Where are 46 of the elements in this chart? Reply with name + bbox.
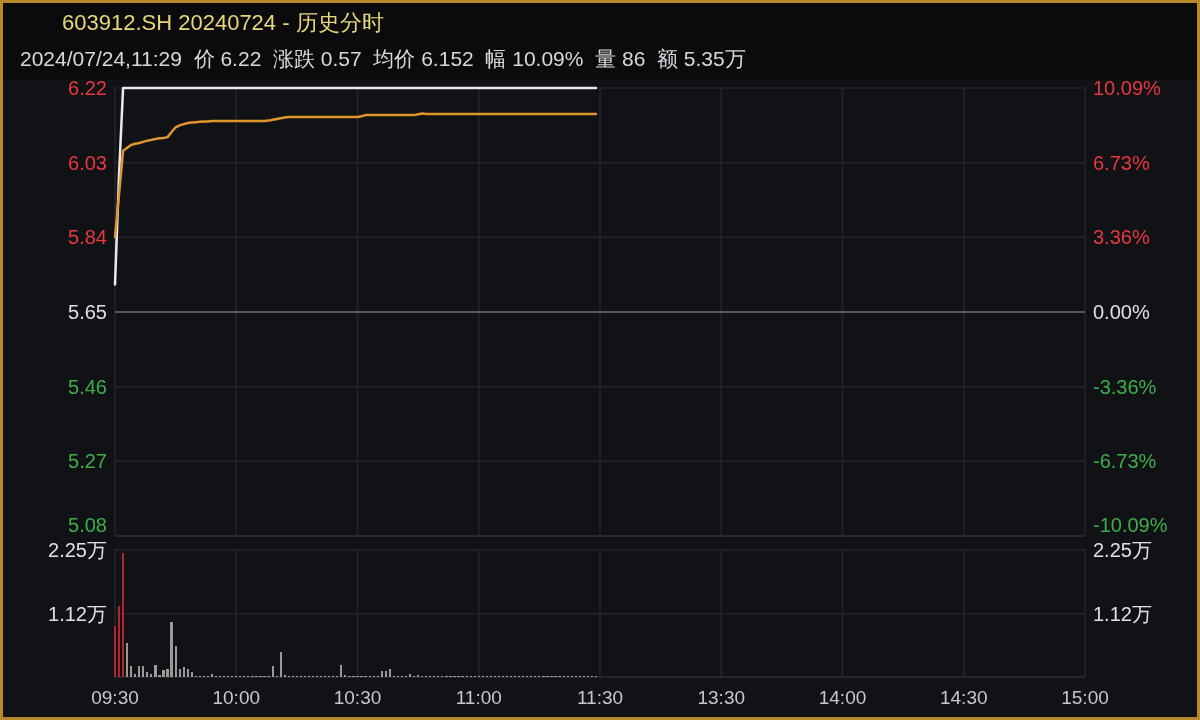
x-tick-label: 10:00 (212, 686, 261, 708)
bar (384, 671, 387, 677)
y-tick-label: 6.22 (68, 77, 107, 99)
bar (174, 645, 177, 677)
y2-tick-label: 6.73% (1093, 151, 1150, 174)
y-tick-label: 5.65 (68, 301, 107, 323)
y2-tick-label: 0.00% (1093, 301, 1150, 323)
bar (170, 622, 173, 677)
bar (162, 670, 165, 677)
y2-tick-label: -3.36% (1093, 375, 1157, 398)
bar (380, 671, 383, 677)
bar (126, 643, 129, 677)
y2-tick-label: 10.09% (1093, 77, 1162, 99)
line-series (113, 112, 598, 239)
bar (190, 671, 193, 677)
x-tick-label: 14:30 (939, 686, 988, 708)
bar (146, 672, 149, 677)
bar (121, 552, 125, 677)
x-tick-label: 13:30 (697, 686, 746, 708)
y2-tick-label: -10.09% (1093, 514, 1168, 536)
y2-tick-label: 3.36% (1093, 226, 1150, 249)
x-tick-label: 10:30 (333, 686, 382, 708)
y-tick-label: 1.12万 (48, 602, 107, 625)
y-tick-label: 5.46 (68, 375, 107, 398)
x-tick-label: 11:30 (576, 686, 624, 708)
chart-title: 603912.SH 20240724 - 历史分时 (62, 10, 384, 35)
y-tick-label: 5.84 (68, 226, 107, 249)
bar (117, 606, 121, 677)
y2-tick-label: -6.73% (1093, 450, 1157, 473)
y-tick-label: 5.27 (68, 450, 107, 473)
y2-tick-label: 1.12万 (1093, 602, 1152, 625)
bar (154, 664, 157, 677)
bar (279, 652, 282, 677)
bar (138, 666, 141, 677)
x-tick-label: 09:30 (91, 686, 139, 708)
y-tick-label: 5.08 (68, 514, 107, 536)
y2-tick-label: 2.25万 (1093, 539, 1152, 561)
y-tick-label: 6.03 (68, 151, 107, 174)
x-tick-label: 15:00 (1061, 686, 1109, 708)
bar (130, 666, 133, 677)
x-tick-label: 11:00 (455, 686, 502, 708)
y-tick-label: 2.25万 (48, 539, 107, 561)
bar (271, 666, 274, 677)
x-tick-label: 14:00 (818, 686, 867, 708)
chart-subtitle: 2024/07/24,11:29 价 6.22 涨跌 0.57 均价 6.152 幅 10.09% 量 86 额 5.35万 (20, 47, 746, 70)
bar (113, 626, 117, 677)
